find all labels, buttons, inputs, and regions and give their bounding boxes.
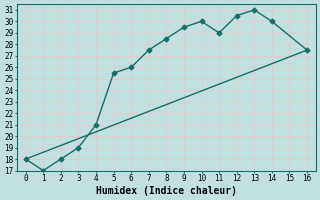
X-axis label: Humidex (Indice chaleur): Humidex (Indice chaleur)	[96, 186, 237, 196]
